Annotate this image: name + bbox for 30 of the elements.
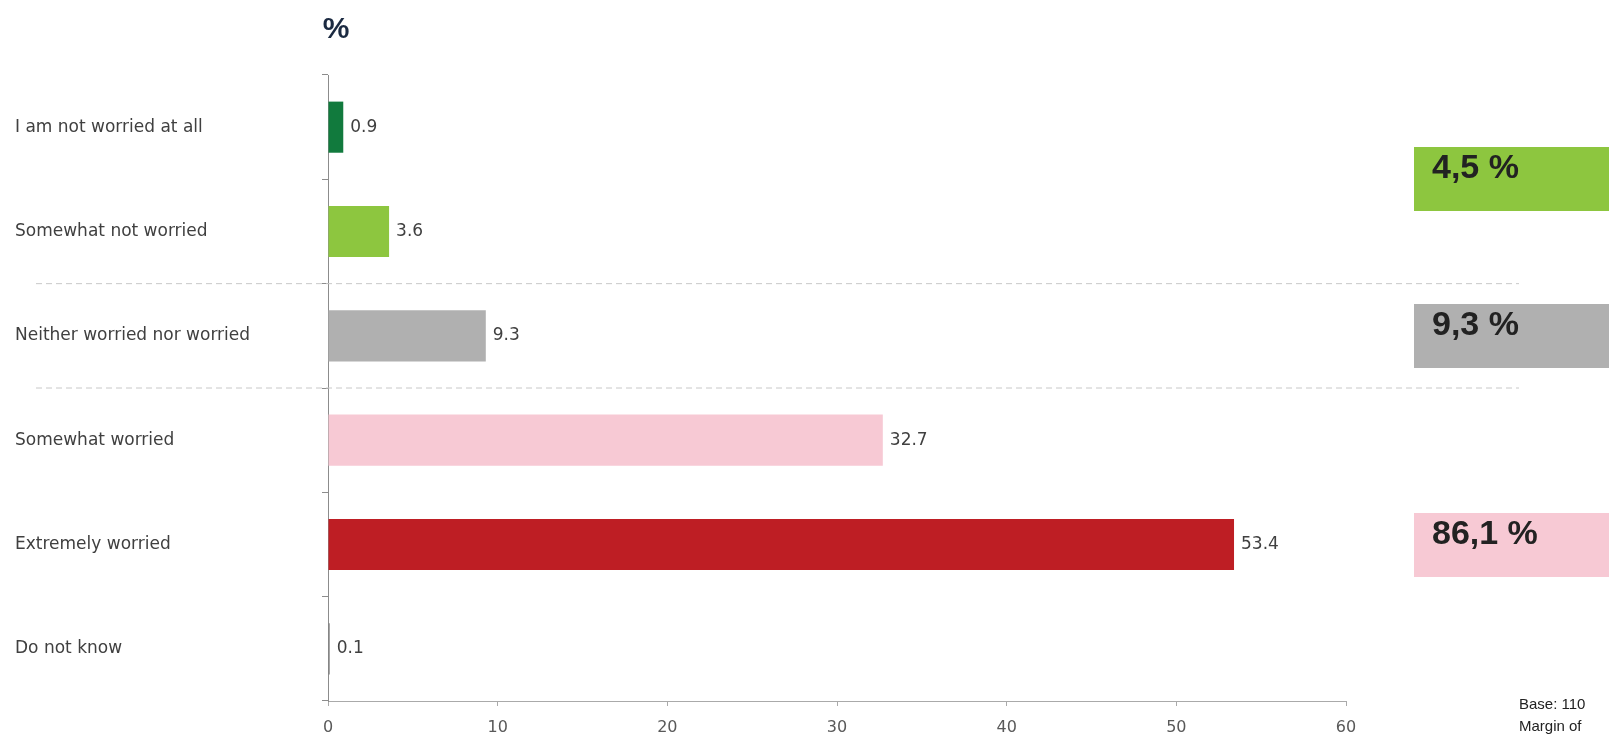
x-tick-label: 0 <box>322 716 334 736</box>
bar <box>328 414 883 466</box>
y-tick-label: Somewhat not worried <box>15 219 208 240</box>
x-tick-label: 10 <box>487 716 508 736</box>
bar <box>328 205 390 258</box>
y-tick-label: Extremely worried <box>15 532 171 553</box>
chart-title: % <box>322 11 350 45</box>
y-tick-label: I am not worried at all <box>15 115 203 136</box>
x-tick-label: 60 <box>1335 716 1357 736</box>
y-tick-label: Somewhat worried <box>15 428 175 449</box>
x-tick-label: 30 <box>826 716 848 736</box>
bar <box>328 310 486 362</box>
data-label: 53.4 <box>1241 532 1279 553</box>
bar <box>328 101 344 153</box>
bar <box>328 518 1235 571</box>
data-label: 3.6 <box>396 219 424 240</box>
x-tick-label: 20 <box>657 716 678 736</box>
data-label: 32.7 <box>889 428 928 449</box>
data-label: 0.1 <box>336 637 364 658</box>
x-tick-label: 40 <box>996 716 1017 736</box>
text: Base: 110 <box>1519 694 1586 714</box>
data-label: 0.9 <box>350 115 378 136</box>
summary-box: 4,5 % <box>1414 147 1609 212</box>
data-label: 9.3 <box>492 324 520 345</box>
y-tick-label: Neither worried nor worried <box>15 324 251 345</box>
x-tick-label: 50 <box>1166 716 1187 736</box>
y-tick-label: Do not know <box>15 637 123 658</box>
text: Margin of <box>1519 716 1582 736</box>
summary-box: 9,3 % <box>1414 303 1609 368</box>
summary-box: 86,1 % <box>1414 512 1609 577</box>
